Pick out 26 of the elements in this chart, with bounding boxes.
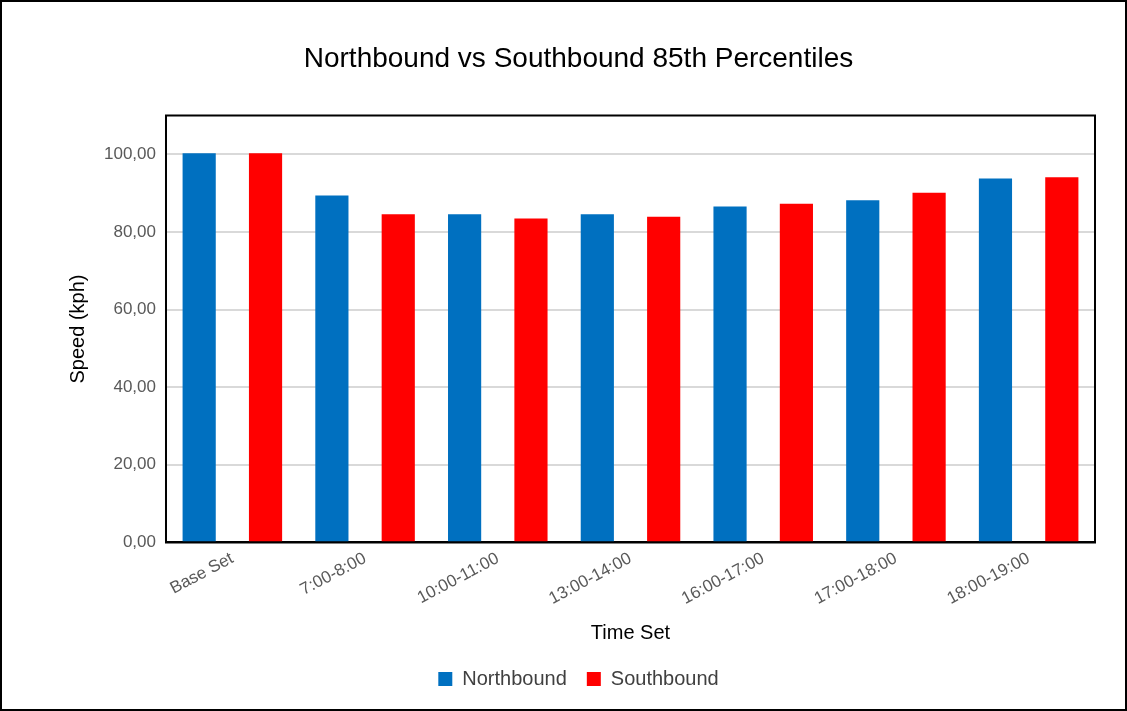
bar [182, 153, 216, 542]
bar [846, 200, 880, 542]
legend-label: Northbound [462, 666, 567, 689]
y-axis-title: Speed (kph) [65, 274, 88, 384]
legend-label: Southbound [610, 666, 719, 689]
bar [248, 153, 283, 542]
bar [448, 214, 482, 542]
bar [315, 195, 349, 542]
y-tick-label: 60,00 [113, 299, 156, 319]
bar [713, 206, 747, 542]
x-axis-title: Time Set [590, 620, 671, 643]
bar [580, 214, 614, 542]
bar [1045, 177, 1079, 542]
chart-title: Northbound vs Southbound 85th Percentiles [303, 41, 854, 73]
bar [647, 216, 681, 542]
y-tick-label: 100,00 [104, 144, 156, 164]
y-tick-label: 40,00 [113, 376, 156, 396]
bar [978, 178, 1013, 542]
bar [381, 214, 415, 542]
y-tick-label: 80,00 [113, 221, 156, 241]
bar [514, 218, 548, 542]
y-tick-label: 20,00 [113, 454, 156, 474]
x-tick-label: Base Set [166, 548, 237, 598]
bar [912, 192, 946, 542]
y-tick-label: 0,00 [122, 532, 156, 552]
bar [779, 203, 813, 542]
